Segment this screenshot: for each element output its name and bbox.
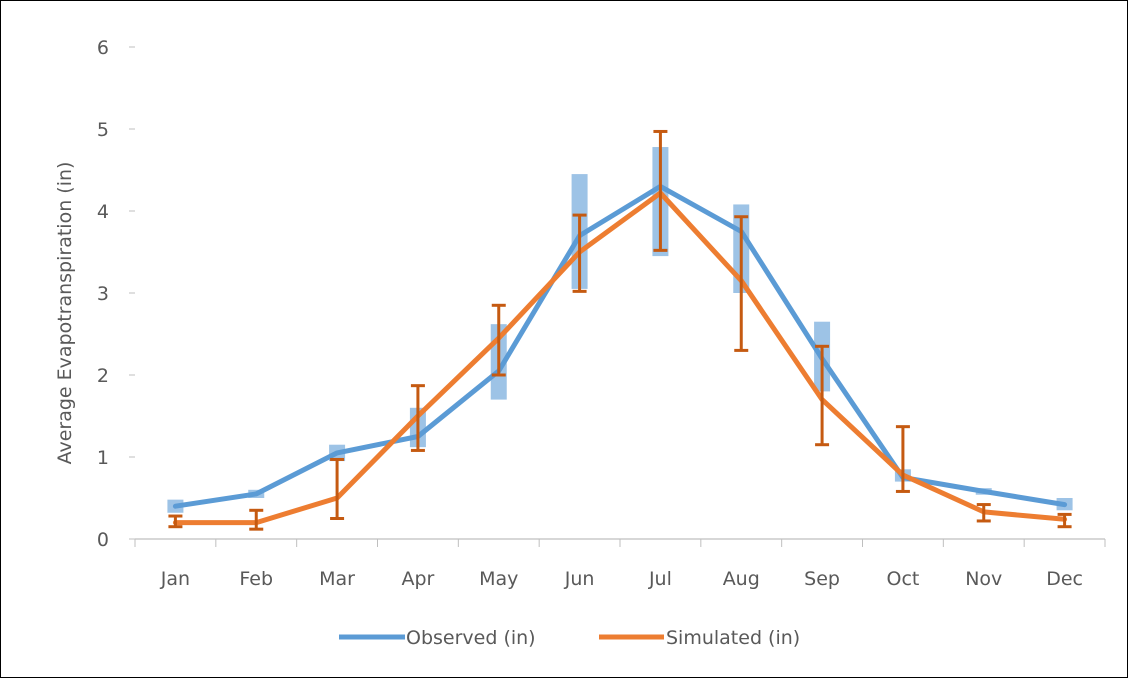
- y-axis-tick-labels: 0 1 2 3 4 5 6: [97, 37, 135, 551]
- x-tick-label: Apr: [401, 568, 434, 590]
- y-tick-label: 6: [97, 37, 109, 59]
- x-tick-label: Nov: [965, 568, 1002, 590]
- simulated-error-bar: [330, 457, 345, 520]
- y-tick-label: 3: [97, 283, 109, 305]
- x-tick-label: Aug: [723, 568, 760, 590]
- y-tick-label: 1: [97, 447, 109, 469]
- simulated-line: [172, 190, 1068, 526]
- simulated-error-bar: [491, 303, 506, 377]
- x-tick-label: May: [479, 568, 518, 590]
- x-tick-label: Oct: [886, 568, 919, 590]
- observed-line: [172, 183, 1068, 509]
- simulated-error-bar: [653, 129, 668, 252]
- x-tick-label: Jun: [564, 568, 595, 590]
- x-tick-label: Feb: [239, 568, 273, 590]
- x-tick-label: Jul: [648, 568, 672, 590]
- simulated-error-bar: [895, 425, 910, 493]
- legend: Observed (in) Simulated (in): [339, 627, 800, 649]
- y-tick-label: 0: [97, 529, 109, 551]
- x-axis-tick-labels: Jan Feb Mar Apr May Jun Jul Aug Sep Oct Nov Dec: [160, 568, 1083, 590]
- y-axis-title: Average Evapotranspiration (in): [54, 162, 76, 465]
- x-axis: [134, 538, 1106, 547]
- simulated-error-bar: [976, 503, 991, 523]
- y-tick-label: 2: [97, 365, 109, 387]
- simulated-error-bar: [815, 344, 830, 447]
- simulated-error-bar: [572, 213, 587, 293]
- x-tick-label: Mar: [319, 568, 355, 590]
- y-tick-label: 4: [97, 201, 109, 223]
- observed-series: [172, 183, 1068, 509]
- simulated-error-bars: [168, 129, 1072, 531]
- simulated-error-bar: [1057, 512, 1072, 529]
- x-tick-label: Sep: [804, 568, 840, 590]
- legend-label-observed: Observed (in): [406, 627, 536, 649]
- simulated-error-bar: [734, 215, 749, 352]
- simulated-error-bar: [168, 514, 183, 529]
- x-tick-label: Jan: [160, 568, 190, 590]
- legend-label-simulated: Simulated (in): [666, 627, 800, 649]
- simulated-error-bar: [249, 508, 264, 531]
- simulated-error-bar: [410, 384, 425, 452]
- y-tick-label: 5: [97, 119, 109, 141]
- observed-error-boxes: [167, 147, 1073, 513]
- x-tick-label: Dec: [1046, 568, 1083, 590]
- simulated-series: [172, 190, 1068, 526]
